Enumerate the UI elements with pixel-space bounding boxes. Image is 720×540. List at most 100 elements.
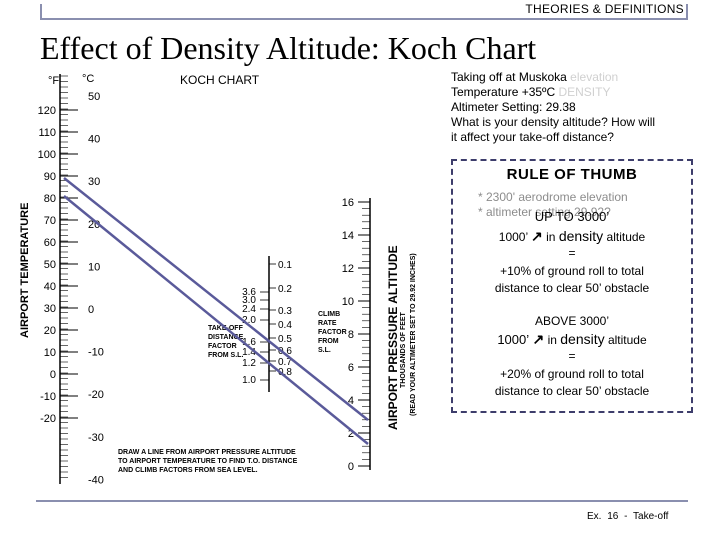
rule-result-1: +10% of ground roll to total — [500, 264, 644, 278]
takeoff-factor-tick-label: 1.4 — [242, 347, 256, 358]
rule-line-a-density: density — [558, 228, 604, 244]
rule-line-b: 1000’ ↗ in density altitude — [451, 331, 693, 349]
celsius-tick-label: -40 — [88, 474, 104, 486]
temperature-axis-label: AIRPORT TEMPERATURE — [19, 203, 31, 338]
altitude-tick-label: 16 — [342, 197, 354, 209]
increase-icon: ↗ — [531, 228, 543, 244]
scenario-line-4: What is your density altitude? How will — [451, 115, 656, 129]
fahrenheit-tick-label: 70 — [44, 215, 56, 227]
fahrenheit-tick-label: 0 — [50, 369, 56, 381]
altitude-axis-subtitle: THOUSANDS OF FEET — [400, 311, 407, 388]
takeoff-factor-tick-label: 3.0 — [242, 295, 256, 306]
altitude-tick-label: 0 — [348, 461, 354, 473]
scenario-text: Taking off at Muskoka elevation Taking of… — [451, 70, 691, 145]
right-rule — [686, 4, 688, 20]
rule-equals-1: = — [568, 246, 576, 260]
increase-icon: ↗ — [532, 331, 545, 347]
climb-factor-tick-label: 0.1 — [278, 260, 292, 271]
altitude-tick-label: 2 — [348, 428, 354, 440]
climb-factor-tick-label: 0.2 — [278, 284, 292, 295]
takeoff-factor-tick-label: 1.0 — [242, 375, 256, 386]
scenario-ghost-2: Temperature +35ºC DENSITY — [451, 85, 611, 99]
climb-factor-tick-label: 0.4 — [278, 320, 292, 331]
chart-name: KOCH CHART — [180, 73, 260, 87]
unit-celsius: °C — [82, 73, 94, 85]
rule-line-a-post: altitude — [606, 230, 646, 244]
fahrenheit-tick-label: 10 — [44, 347, 56, 359]
bottom-rule — [36, 500, 688, 502]
example-line-upper — [63, 177, 369, 421]
takeoff-factor-tick-label: 1.2 — [242, 358, 256, 369]
celsius-tick-label: 0 — [88, 304, 94, 316]
climb-factor-tick-label: 0.6 — [278, 346, 292, 357]
rule-line-b-post: altitude — [607, 333, 647, 347]
scenario-line-3: Altimeter Setting: 29.38 — [451, 100, 576, 114]
rule-result-3: +20% of ground roll to total — [500, 367, 644, 381]
instruction-line: AND CLIMB FACTORS FROM SEA LEVEL. — [118, 467, 258, 474]
scenario-line-2: Temperature +35ºC — [451, 85, 556, 99]
section-header: THEORIES & DEFINITIONS — [525, 2, 684, 16]
rule-line-a-pre: 1000’ — [498, 230, 528, 244]
fahrenheit-tick-label: 50 — [44, 259, 56, 271]
celsius-tick-label: 10 — [88, 261, 100, 273]
rule-result-4: distance to clear 50’ obstacle — [494, 384, 650, 398]
rule-of-thumb-panel — [451, 159, 693, 413]
left-rule — [40, 4, 42, 20]
climb-label-line: FROM — [318, 338, 339, 345]
fahrenheit-tick-label: -20 — [40, 413, 56, 425]
takeoff-factor-tick-label: 2.0 — [242, 315, 256, 326]
fahrenheit-tick-label: 20 — [44, 325, 56, 337]
altitude-axis-label: AIRPORT PRESSURE ALTITUDE — [386, 245, 400, 430]
fahrenheit-tick-label: 40 — [44, 281, 56, 293]
celsius-tick-label: -20 — [88, 389, 104, 401]
fahrenheit-tick-label: 60 — [44, 237, 56, 249]
scenario-ghost-1: Taking off at Muskoka elevation — [451, 70, 619, 84]
takeoff-label-line: FACTOR — [208, 343, 237, 350]
rule-equals-2: = — [568, 349, 576, 363]
altitude-tick-label: 4 — [348, 395, 354, 407]
altitude-tick-label: 14 — [342, 230, 354, 242]
factor-scale: 3.63.02.42.01.61.41.21.00.10.20.30.40.50… — [242, 260, 292, 386]
scenario-ghost-3: Altimeter Setting: 29.02 — [451, 100, 576, 114]
instruction-line: TO AIRPORT TEMPERATURE TO FIND T.O. DIST… — [118, 458, 298, 465]
climb-factor-tick-label: 0.7 — [278, 357, 292, 368]
above-3000: ABOVE 3000’ — [534, 314, 610, 328]
rule-line-a: 1000’ ↗ in density altitude — [451, 228, 693, 246]
celsius-tick-label: 30 — [88, 176, 100, 188]
altitude-axis-note: (READ YOUR ALTIMETER SET TO 29.92 INCHES… — [410, 253, 417, 416]
rule-line-b-mid: in — [547, 333, 557, 347]
celsius-tick-label: 50 — [88, 91, 100, 103]
altitude-tick-label: 10 — [342, 296, 354, 308]
instruction-line: DRAW A LINE FROM AIRPORT PRESSURE ALTITU… — [118, 449, 296, 456]
chart-instructions: DRAW A LINE FROM AIRPORT PRESSURE ALTITU… — [118, 449, 298, 474]
scenario-line-5: it affect your take-off distance? — [451, 130, 614, 144]
celsius-tick-label: -10 — [88, 347, 104, 359]
rule-of-thumb-title: RULE OF THUMB — [506, 166, 638, 183]
climb-label-line: FACTOR — [318, 329, 347, 336]
slide-title: Effect of Density Altitude: Koch Chart — [40, 30, 537, 66]
celsius-tick-label: -30 — [88, 432, 104, 444]
fahrenheit-tick-label: 110 — [38, 127, 56, 139]
celsius-tick-label: 40 — [88, 134, 100, 146]
altitude-tick-label: 6 — [348, 362, 354, 374]
rule-ghost-line-2: * altimeter setting 29.92? — [478, 205, 611, 219]
altitude-tick-label: 12 — [342, 263, 354, 275]
footer-label: Ex. 16 - Take-off — [587, 511, 669, 522]
rule-result-2: distance to clear 50’ obstacle — [494, 281, 650, 295]
takeoff-factor-tick-label: 3.6 — [242, 287, 256, 298]
fahrenheit-tick-label: 100 — [38, 149, 56, 161]
climb-label-line: RATE — [318, 320, 337, 327]
climb-label-line: S.L. — [318, 347, 331, 354]
top-rule — [40, 18, 688, 20]
rule-line-b-pre: 1000’ — [497, 332, 530, 347]
fahrenheit-tick-label: 120 — [38, 105, 56, 117]
takeoff-label-line: FROM S.L. — [208, 352, 243, 359]
fahrenheit-tick-label: 90 — [44, 171, 56, 183]
rule-line-a-mid: in — [546, 230, 556, 244]
fahrenheit-tick-label: 30 — [44, 303, 56, 315]
altitude-tick-label: 8 — [348, 329, 354, 341]
example-line-lower — [63, 195, 369, 445]
